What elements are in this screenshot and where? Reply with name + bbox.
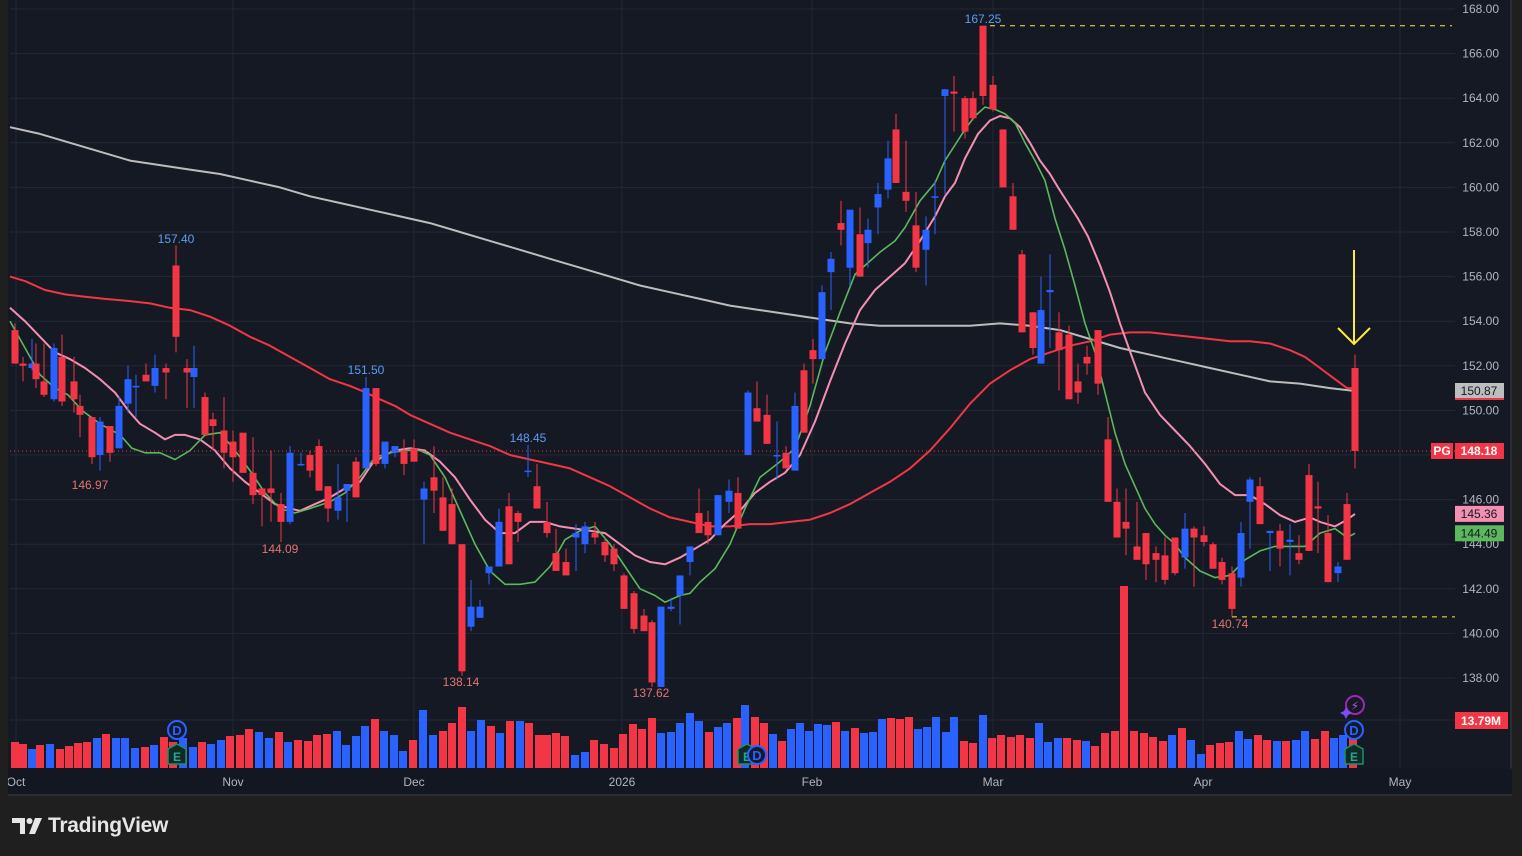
time-tick-label: Apr bbox=[1194, 775, 1213, 789]
price-tick-label: 142.00 bbox=[1462, 582, 1499, 596]
price-extreme-label: 138.14 bbox=[443, 675, 480, 689]
price-tick-label: 152.00 bbox=[1462, 359, 1499, 373]
price-extreme-label: 140.74 bbox=[1212, 617, 1249, 631]
price-tick-label: 158.00 bbox=[1462, 225, 1499, 239]
svg-text:PG: PG bbox=[1433, 444, 1450, 458]
svg-text:D: D bbox=[752, 748, 761, 763]
price-extreme-label: 148.45 bbox=[510, 431, 547, 445]
svg-text:⚡: ⚡ bbox=[1351, 699, 1359, 713]
tradingview-brand[interactable]: TradingView bbox=[12, 814, 168, 838]
svg-text:148.18: 148.18 bbox=[1461, 444, 1498, 458]
svg-text:13.79M: 13.79M bbox=[1461, 714, 1501, 728]
time-tick-label: Dec bbox=[403, 775, 424, 789]
time-tick-label: May bbox=[1389, 775, 1412, 789]
svg-text:E: E bbox=[1350, 750, 1358, 764]
price-tick-label: 156.00 bbox=[1462, 270, 1499, 284]
svg-text:144.49: 144.49 bbox=[1461, 526, 1498, 540]
time-tick-label: Oct bbox=[8, 775, 26, 789]
svg-text:D: D bbox=[1349, 723, 1358, 738]
chart-pane[interactable]: 157.40 146.97 144.09 151.50 148.45 138.14 137.… bbox=[8, 0, 1512, 796]
price-tick-label: 162.00 bbox=[1462, 136, 1499, 150]
price-tick-label: 154.00 bbox=[1462, 314, 1499, 328]
news-flash-marker[interactable]: ⚡ bbox=[1340, 695, 1365, 719]
ma-long-value-badge: 150.87 bbox=[1455, 382, 1504, 400]
svg-text:E: E bbox=[173, 750, 181, 764]
event-markers[interactable]: DE E D⚡DE bbox=[167, 695, 1365, 765]
price-tick-label: 168.00 bbox=[1462, 2, 1499, 16]
time-tick-label: Mar bbox=[983, 775, 1004, 789]
dividend-marker[interactable]: D bbox=[167, 720, 187, 740]
time-axis[interactable]: Oct Nov Dec 2026 Feb Mar Apr May bbox=[8, 768, 1512, 794]
svg-text:D: D bbox=[172, 723, 181, 738]
dividend-marker[interactable]: D bbox=[747, 745, 767, 765]
time-tick-label: 2026 bbox=[609, 775, 636, 789]
price-tick-label: 146.00 bbox=[1462, 493, 1499, 507]
dividend-marker[interactable]: D bbox=[1344, 720, 1364, 740]
price-tick-label: 138.00 bbox=[1462, 671, 1499, 685]
svg-text:145.36: 145.36 bbox=[1461, 507, 1498, 521]
price-extreme-label: 146.97 bbox=[72, 478, 109, 492]
svg-text:E: E bbox=[743, 750, 751, 764]
last-price-badge: 148.18 PG bbox=[1431, 442, 1504, 459]
price-tick-label: 166.00 bbox=[1462, 47, 1499, 61]
svg-text:150.87: 150.87 bbox=[1461, 384, 1498, 398]
tradingview-logo-icon bbox=[12, 817, 42, 835]
price-tick-label: 160.00 bbox=[1462, 180, 1499, 194]
ma-mid-value-badge: 145.36 bbox=[1455, 505, 1504, 522]
price-extreme-label: 137.62 bbox=[633, 686, 670, 700]
brand-name: TradingView bbox=[48, 814, 169, 837]
price-extreme-label: 144.09 bbox=[262, 542, 299, 556]
earnings-marker[interactable]: E bbox=[1344, 743, 1364, 765]
price-extreme-label: 157.40 bbox=[158, 232, 195, 246]
grid-lines bbox=[10, 0, 1455, 768]
ma-fast-value-badge: 144.49 bbox=[1455, 525, 1504, 542]
time-tick-label: Feb bbox=[802, 775, 823, 789]
price-axis[interactable]: 168.00 166.00 164.00 162.00 160.00 158.00 156.… bbox=[1431, 0, 1508, 770]
price-tick-label: 150.00 bbox=[1462, 403, 1499, 417]
price-extreme-label: 167.25 bbox=[965, 12, 1002, 26]
chart-annotations: 157.40 146.97 144.09 151.50 148.45 138.14 137.… bbox=[10, 12, 1455, 700]
volume-bars bbox=[11, 586, 1357, 768]
moving-average-lines bbox=[9, 106, 1356, 603]
candlestick-chart[interactable]: 157.40 146.97 144.09 151.50 148.45 138.14 137.… bbox=[8, 0, 1512, 796]
price-tick-label: 140.00 bbox=[1462, 626, 1499, 640]
volume-value-badge: 13.79M bbox=[1455, 712, 1508, 729]
price-candles bbox=[11, 25, 1359, 687]
earnings-marker[interactable]: E bbox=[167, 743, 187, 765]
price-tick-label: 164.00 bbox=[1462, 91, 1499, 105]
time-tick-label: Nov bbox=[222, 775, 243, 789]
price-extreme-label: 151.50 bbox=[348, 363, 385, 377]
